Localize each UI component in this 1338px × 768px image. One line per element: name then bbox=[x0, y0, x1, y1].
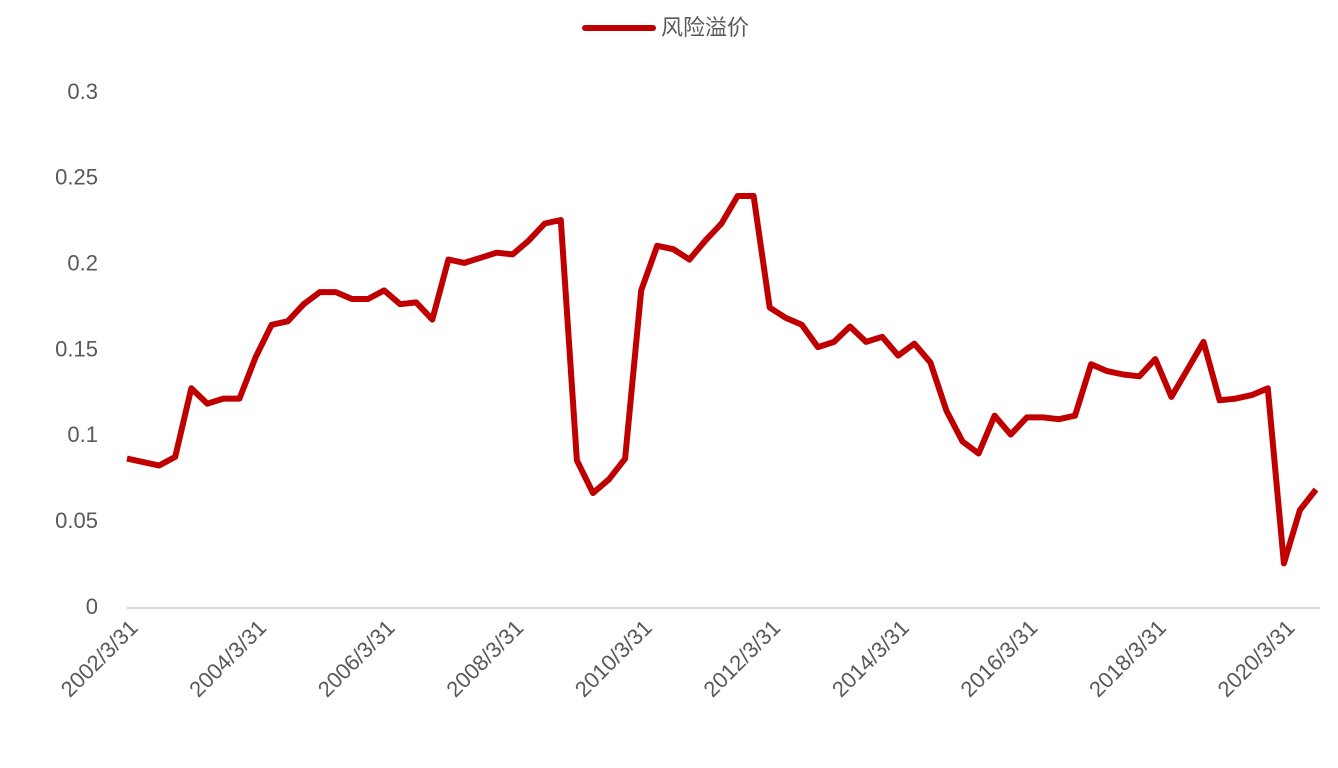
data-line bbox=[126, 193, 1319, 567]
y-tick-label: 0.3 bbox=[67, 79, 98, 104]
y-tick-label: 0.05 bbox=[55, 508, 98, 533]
y-tick-label: 0.2 bbox=[67, 250, 98, 275]
x-tick-label: 2006/3/31 bbox=[313, 615, 400, 702]
legend-label: 风险溢价 bbox=[661, 15, 749, 40]
x-tick-label: 2004/3/31 bbox=[184, 615, 271, 702]
y-tick-label: 0 bbox=[86, 594, 98, 619]
x-tick-label: 2012/3/31 bbox=[698, 615, 785, 702]
x-tick-label: 2002/3/31 bbox=[56, 615, 143, 702]
x-tick-label: 2018/3/31 bbox=[1084, 615, 1171, 702]
x-tick-label: 2008/3/31 bbox=[441, 615, 528, 702]
x-tick-label: 2016/3/31 bbox=[956, 615, 1043, 702]
x-tick-label: 2020/3/31 bbox=[1213, 615, 1300, 702]
x-tick-label: 2010/3/31 bbox=[570, 615, 657, 702]
y-tick-label: 0.25 bbox=[55, 165, 98, 190]
y-tick-label: 0.1 bbox=[67, 422, 98, 447]
x-tick-label: 2014/3/31 bbox=[827, 615, 914, 702]
y-tick-label: 0.15 bbox=[55, 336, 98, 361]
